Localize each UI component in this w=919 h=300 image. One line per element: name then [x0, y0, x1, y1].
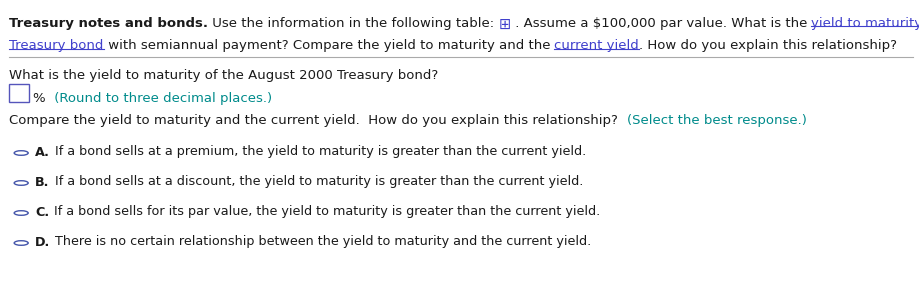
Text: Treasury notes and bonds.: Treasury notes and bonds. — [9, 16, 209, 29]
Text: %: % — [32, 92, 45, 104]
Text: D.: D. — [35, 236, 51, 248]
Text: (Select the best response.): (Select the best response.) — [627, 114, 807, 127]
Text: . How do you explain this relationship?: . How do you explain this relationship? — [639, 39, 897, 52]
Text: yield to maturity: yield to maturity — [811, 16, 919, 29]
Text: A.: A. — [35, 146, 50, 158]
Text: B.: B. — [35, 176, 50, 188]
Text: with semiannual payment? Compare the yield to maturity and the: with semiannual payment? Compare the yie… — [104, 39, 554, 52]
Text: Treasury bond: Treasury bond — [9, 39, 104, 52]
Text: If a bond sells at a discount, the yield to maturity is greater than the current: If a bond sells at a discount, the yield… — [54, 176, 583, 188]
Text: current yield: current yield — [554, 39, 639, 52]
Text: Compare the yield to maturity and the current yield.  How do you explain this re: Compare the yield to maturity and the cu… — [9, 114, 627, 127]
Text: If a bond sells at a premium, the yield to maturity is greater than the current : If a bond sells at a premium, the yield … — [55, 146, 586, 158]
Text: ⊞: ⊞ — [499, 16, 511, 32]
Text: Use the information in the following table:: Use the information in the following tab… — [209, 16, 499, 29]
Text: If a bond sells for its par value, the yield to maturity is greater than the cur: If a bond sells for its par value, the y… — [54, 206, 600, 218]
Text: (Round to three decimal places.): (Round to three decimal places.) — [50, 92, 272, 104]
Text: There is no certain relationship between the yield to maturity and the current y: There is no certain relationship between… — [55, 236, 592, 248]
Text: C.: C. — [35, 206, 50, 218]
Text: What is the yield to maturity of the August 2000 Treasury bond?: What is the yield to maturity of the Aug… — [9, 69, 438, 82]
Text: . Assume a $100,000 par value. What is the: . Assume a $100,000 par value. What is t… — [511, 16, 811, 29]
